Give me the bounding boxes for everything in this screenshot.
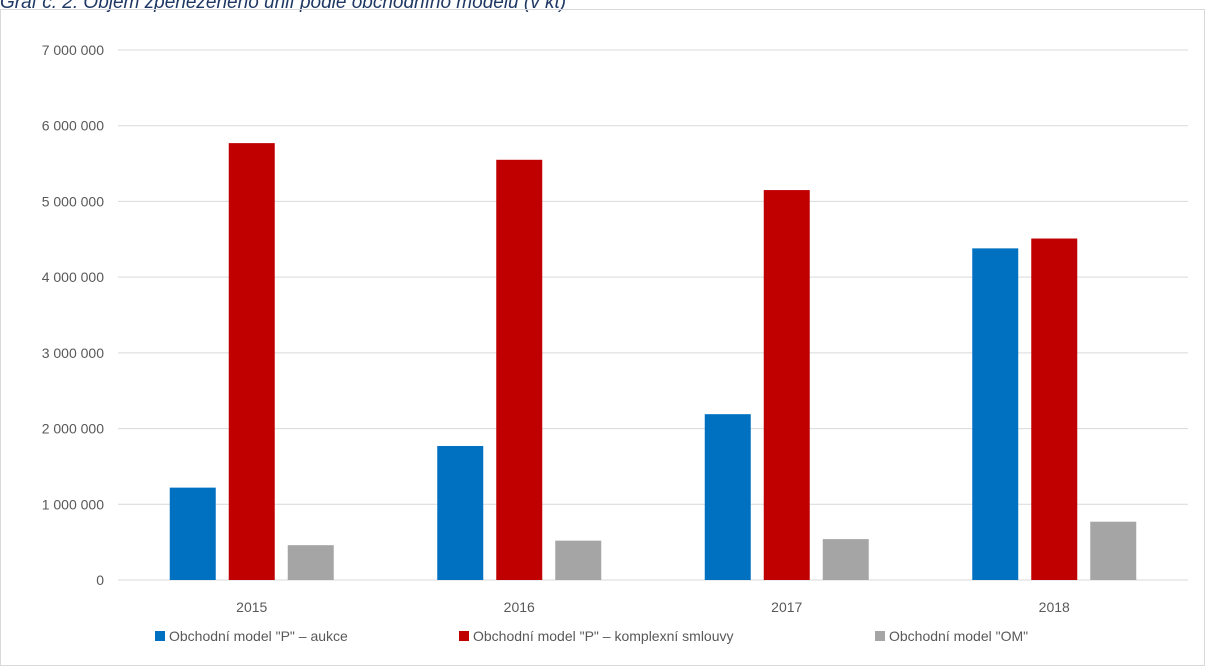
x-tick-label: 2016 xyxy=(504,599,535,615)
legend: Obchodní model "P" – aukce Obchodní model… xyxy=(155,628,1028,644)
bar xyxy=(555,540,602,580)
bars xyxy=(169,143,1137,581)
y-tick-label: 1 000 000 xyxy=(42,496,104,512)
x-tick-label: 2015 xyxy=(236,599,267,615)
y-tick-label: 6 000 000 xyxy=(42,118,104,134)
legend-swatch xyxy=(875,631,885,641)
bar xyxy=(437,445,484,580)
y-tick-label: 3 000 000 xyxy=(42,345,104,361)
bar xyxy=(169,487,216,580)
legend-label: Obchodní model "OM" xyxy=(889,628,1028,644)
bar xyxy=(1090,521,1137,580)
y-tick-label: 5 000 000 xyxy=(42,193,104,209)
bar xyxy=(704,414,751,580)
legend-swatch xyxy=(155,631,165,641)
bar xyxy=(763,190,810,581)
y-axis-tick-labels: 0 1 000 000 2 000 000 3 000 000 4 000 000 5 0… xyxy=(42,42,105,588)
bar xyxy=(822,539,869,580)
x-axis-tick-labels: 2015 2016 2017 2018 xyxy=(236,599,1070,615)
bar xyxy=(287,545,334,580)
bar xyxy=(1031,238,1078,580)
bar xyxy=(496,159,543,581)
bar xyxy=(972,248,1019,580)
legend-label: Obchodní model "P" – komplexní smlouvy xyxy=(473,628,734,644)
y-tick-label: 7 000 000 xyxy=(42,42,104,58)
legend-label: Obchodní model "P" – aukce xyxy=(169,628,348,644)
x-tick-label: 2017 xyxy=(771,599,802,615)
x-tick-label: 2018 xyxy=(1039,599,1070,615)
y-tick-label: 4 000 000 xyxy=(42,269,104,285)
y-tick-label: 2 000 000 xyxy=(42,421,104,437)
bar xyxy=(228,143,275,580)
gridlines xyxy=(118,49,1188,581)
y-tick-label: 0 xyxy=(96,572,104,588)
legend-swatch xyxy=(459,631,469,641)
